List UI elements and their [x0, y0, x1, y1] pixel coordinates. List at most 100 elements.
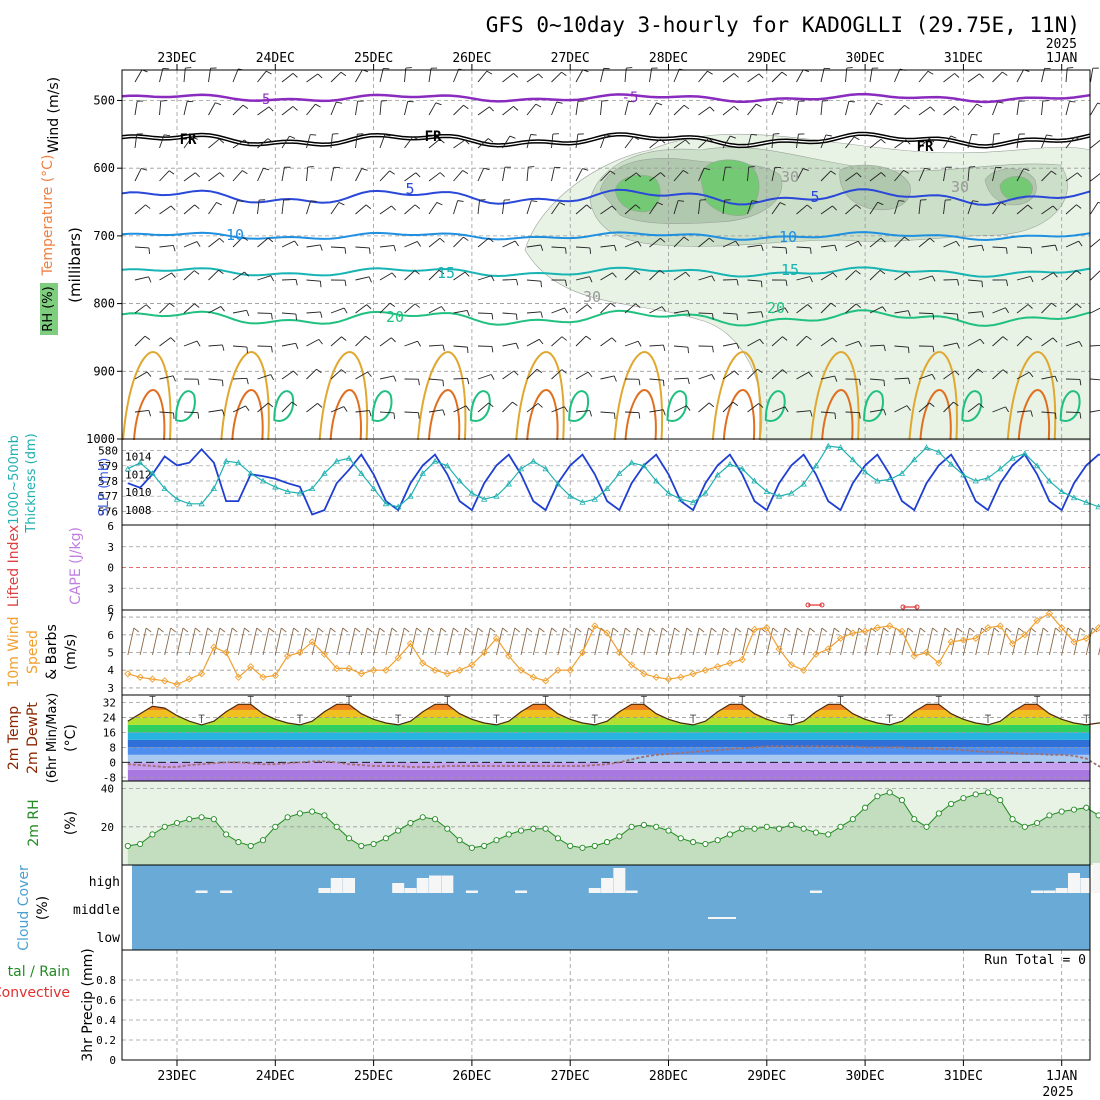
temp-band	[127, 724, 1090, 733]
wind10-barb-flag	[317, 627, 324, 633]
wind-barb-flag	[169, 302, 175, 308]
wind-barb	[747, 244, 762, 248]
thickness-point	[689, 498, 697, 505]
wind-barb	[428, 102, 437, 116]
panel-frame-slp	[121, 438, 1091, 526]
wind-barb	[1065, 101, 1070, 116]
wind-barb-flag	[442, 409, 446, 416]
rh-point	[186, 816, 193, 823]
wind-barb	[281, 72, 294, 83]
date-label-bottom: 24DEC	[256, 1069, 295, 1084]
temp-band	[127, 739, 1090, 748]
wind-barb-flag	[146, 371, 152, 377]
wind-barb	[551, 202, 560, 215]
wind-barb	[134, 371, 148, 380]
wind-barb	[722, 401, 734, 413]
wind-barb	[575, 134, 579, 149]
cloud-bar-high	[429, 875, 442, 893]
thickness-point	[579, 498, 586, 505]
wind-barb	[820, 205, 833, 215]
isotherm-15	[121, 266, 1091, 278]
wind-barb	[1041, 68, 1046, 83]
wind-barb-flag	[586, 204, 592, 210]
wind10-barb-flag	[403, 627, 410, 633]
wind-barb-flag	[538, 339, 544, 345]
wind-barb	[453, 200, 459, 215]
wind-barb-flag	[1097, 201, 1100, 204]
wind-barb	[1090, 238, 1100, 248]
wind-speed-point	[714, 663, 722, 671]
isotherm-5	[121, 188, 1091, 206]
thickness-point	[259, 477, 267, 484]
thickness-point	[751, 477, 758, 484]
wind10-barb	[164, 627, 172, 656]
label-wind-units: (m/s)	[63, 634, 79, 671]
thickness-point	[1083, 498, 1090, 505]
wind-barb	[551, 336, 563, 347]
cloud-bar-middle	[708, 917, 736, 919]
wind-barb	[1016, 371, 1030, 380]
wind-barb	[232, 68, 239, 83]
wind-barb-flag	[1005, 307, 1010, 314]
date-label-bottom: 28DEC	[649, 1069, 688, 1084]
wind-barb-flag	[537, 403, 543, 408]
wind-barb-flag	[1051, 302, 1057, 307]
wind-barb-flag	[782, 336, 788, 341]
pressure-tick-label: 900	[93, 364, 115, 378]
wind-barb	[869, 344, 885, 347]
thickness-point	[1058, 488, 1065, 495]
wind-barb-flag	[491, 346, 494, 353]
wind-barb-flag	[170, 337, 176, 343]
rh-point	[628, 823, 635, 830]
wind-barb-flag	[270, 275, 275, 282]
wind-barb	[257, 275, 271, 281]
wind-barb-flag	[656, 102, 663, 106]
precip-tick-label: 0.4	[96, 1014, 116, 1027]
wind-barb-flag	[561, 369, 567, 374]
date-label-top: 30DEC	[846, 51, 885, 66]
wind10-barb	[1085, 627, 1093, 656]
date-label-top: 24DEC	[256, 51, 295, 66]
wind-barb	[673, 139, 686, 149]
wind-barb-flag	[859, 412, 861, 419]
wind-barb-flag	[905, 271, 911, 277]
wind-barb-flag	[707, 70, 713, 75]
thickness-point	[542, 465, 549, 472]
wind10-barb-flag	[514, 627, 521, 633]
rh-point	[874, 793, 881, 800]
wind-barb-flag	[170, 205, 176, 211]
wind-barb	[330, 71, 342, 83]
wind-barb	[1041, 375, 1056, 380]
wind-barb	[845, 136, 855, 149]
wind-barb	[600, 411, 615, 414]
wind-barb-flag	[509, 135, 516, 139]
wind-barb-flag	[344, 247, 347, 254]
wind-barb	[404, 172, 417, 182]
rh-point	[653, 823, 660, 830]
wind-barb	[698, 312, 713, 315]
wind-barb-flag	[1006, 279, 1008, 286]
wind-barb	[502, 312, 517, 315]
wind-barb-flag	[932, 346, 935, 353]
thickness-point	[284, 488, 291, 495]
wind-barb	[526, 103, 537, 116]
wind-speed-point	[873, 624, 882, 632]
wind-speed-point	[836, 634, 845, 642]
wind-barb	[869, 202, 879, 215]
wind-barb	[502, 73, 514, 83]
wind-barb-flag	[1028, 371, 1034, 378]
temp-band	[127, 769, 1090, 781]
isotherm-30	[329, 388, 362, 441]
cloud-bar-high	[515, 890, 528, 893]
wind-barb	[796, 335, 807, 347]
wind-barb	[281, 200, 285, 215]
isotherm-30	[821, 388, 854, 441]
isotherm-30	[624, 388, 657, 441]
wind-barb-flag	[246, 347, 248, 354]
wind-barb	[355, 246, 370, 249]
isotherm-20-loop	[863, 390, 884, 422]
thickness-point	[1021, 450, 1029, 457]
wind-barb	[404, 101, 409, 116]
wind-barb	[477, 70, 488, 83]
wind-barb	[992, 167, 996, 182]
